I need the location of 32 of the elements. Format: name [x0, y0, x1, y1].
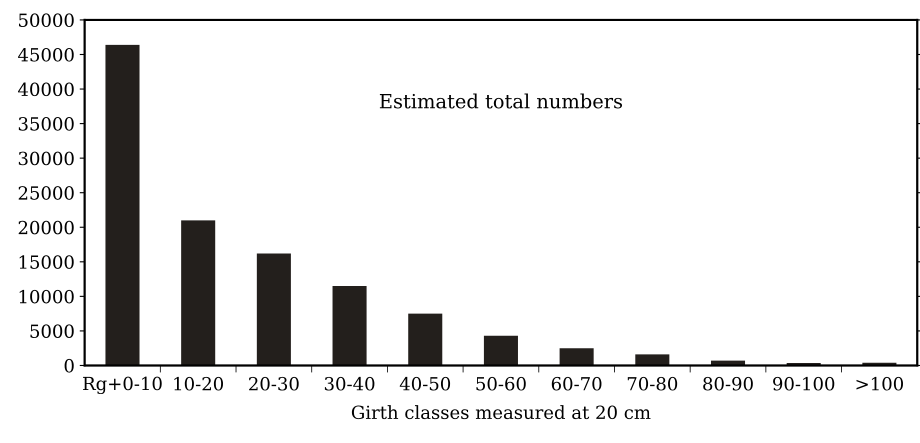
x-tick-label: 80-90	[703, 376, 753, 391]
y-tick-label: 15000	[20, 255, 74, 269]
bar	[105, 44, 140, 366]
x-tick-label: Rg+0-10	[83, 376, 162, 394]
x-tick-label: >100	[856, 376, 903, 391]
y-tick-label: 10000	[20, 290, 74, 304]
x-tick-label: 20-30	[249, 376, 299, 391]
y-tick-label: 35000	[18, 117, 74, 131]
y-tick-label: 30000	[18, 152, 74, 166]
bar	[181, 220, 216, 366]
y-tick-label: 0	[64, 358, 74, 373]
bar	[484, 336, 518, 366]
x-tick-label: 10-20	[174, 376, 223, 391]
x-tick-label: 30-40	[324, 376, 374, 391]
y-tick-label: 20000	[18, 220, 74, 234]
x-tick-label: 40-50	[400, 376, 450, 391]
bar	[332, 286, 367, 366]
x-tick-label: 90-100	[773, 376, 834, 391]
y-tick-label: 5000	[30, 324, 74, 338]
bar	[408, 314, 442, 366]
y-tick-label: 25000	[18, 186, 74, 200]
x-axis-title: Girth classes measured at 20 cm	[352, 405, 651, 420]
x-tick-label: 70-80	[628, 376, 678, 391]
y-tick-label: 50000	[19, 13, 74, 28]
y-tick-label: 40000	[18, 82, 74, 96]
y-tick-label: 45000	[18, 48, 74, 62]
bar	[256, 254, 291, 366]
bar	[635, 354, 670, 366]
x-tick-label: 60-70	[552, 376, 602, 391]
bar	[560, 348, 594, 366]
x-tick-label: 50-60	[476, 376, 526, 391]
text: Estimated total numbers	[380, 93, 622, 109]
